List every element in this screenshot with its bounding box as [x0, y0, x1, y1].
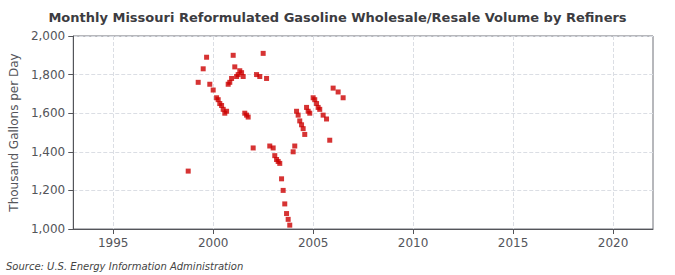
svg-text:1,800: 1,800 [31, 68, 65, 82]
svg-text:Thousand Gallons per Day: Thousand Gallons per Day [7, 53, 21, 212]
svg-text:1,000: 1,000 [31, 222, 65, 236]
svg-text:2005: 2005 [298, 236, 329, 250]
svg-text:Source: U.S. Energy Informatio: Source: U.S. Energy Information Administ… [6, 261, 243, 272]
svg-text:1,200: 1,200 [31, 183, 65, 197]
svg-text:2010: 2010 [398, 236, 429, 250]
svg-text:2020: 2020 [598, 236, 629, 250]
svg-text:1995: 1995 [98, 236, 129, 250]
svg-text:2000: 2000 [198, 236, 229, 250]
svg-text:2,000: 2,000 [31, 29, 65, 43]
svg-text:1,600: 1,600 [31, 106, 65, 120]
svg-text:1,400: 1,400 [31, 145, 65, 159]
svg-text:2015: 2015 [498, 236, 529, 250]
svg-text:Monthly Missouri Reformulated: Monthly Missouri Reformulated Gasoline W… [48, 10, 626, 25]
